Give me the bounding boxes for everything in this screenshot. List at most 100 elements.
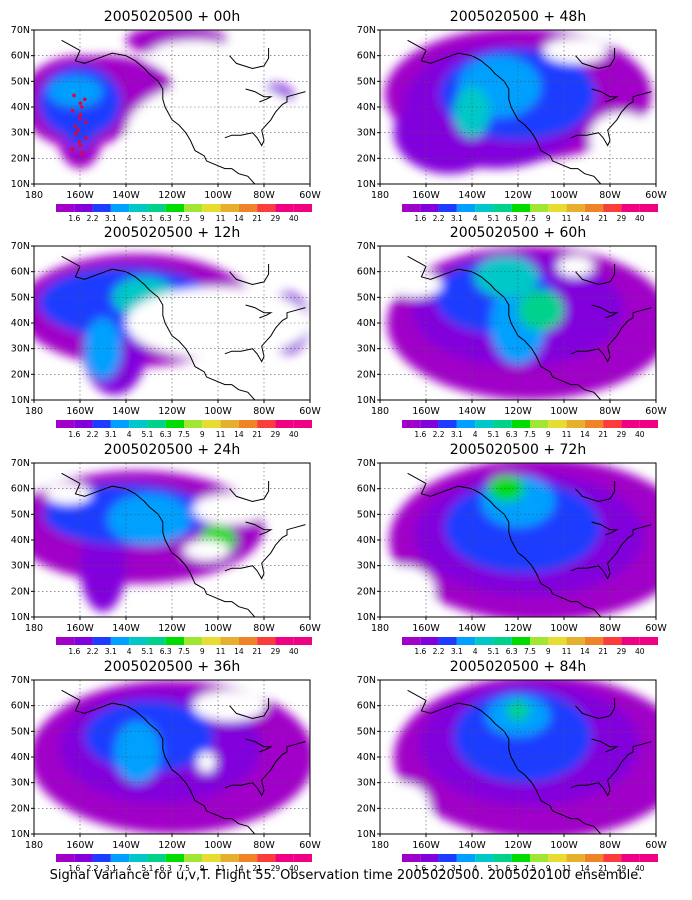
x-tick-label: 80W <box>599 190 621 201</box>
colorbar-label: 21 <box>252 864 262 873</box>
colorbar-label: 7.5 <box>178 430 190 439</box>
colorbar-label: 11 <box>216 214 226 223</box>
x-tick-label: 180 <box>371 840 389 851</box>
colorbar-swatch <box>74 637 93 645</box>
colorbar-swatch <box>165 204 184 212</box>
observation-point <box>80 151 85 155</box>
low-variance-area <box>197 751 216 773</box>
colorbar-label: 29 <box>617 214 627 223</box>
colorbar-label: 14 <box>234 864 244 873</box>
colorbar-swatch <box>56 204 75 212</box>
colorbar-label: 40 <box>635 647 645 656</box>
y-tick-label: 20N <box>357 586 376 597</box>
colorbar-label: 1.6 <box>68 864 80 873</box>
y-tick-label: 40N <box>357 102 376 113</box>
x-tick-label: 100W <box>550 840 578 851</box>
colorbar-swatch <box>420 637 439 645</box>
colorbar-swatch <box>129 420 148 428</box>
colorbar-label: 14 <box>234 430 244 439</box>
y-tick-label: 50N <box>357 292 376 303</box>
colorbar-swatch <box>92 420 111 428</box>
colorbar-swatch <box>584 637 604 645</box>
colorbar-swatch <box>238 854 258 862</box>
observation-point <box>83 120 88 125</box>
x-tick-label: 60W <box>299 840 321 851</box>
x-tick-label: 140W <box>458 623 486 634</box>
colorbar-swatch <box>584 204 604 212</box>
colorbar-swatch <box>438 854 457 862</box>
low-variance-area <box>45 483 92 505</box>
observation-point <box>77 116 82 121</box>
observation-point <box>78 112 83 117</box>
x-tick-label: 80W <box>599 840 621 851</box>
y-tick-label: 10N <box>11 395 30 406</box>
colorbar-swatch <box>275 420 294 428</box>
colorbar-label: 21 <box>598 430 608 439</box>
colorbar-swatch <box>220 204 239 212</box>
y-tick-label: 20N <box>357 153 376 164</box>
colorbar-swatch <box>456 420 476 428</box>
grid-lines <box>34 30 310 184</box>
x-tick-label: 80W <box>253 406 275 417</box>
observation-point <box>70 147 75 152</box>
colorbar-swatch <box>74 420 93 428</box>
colorbar-swatch <box>184 854 203 862</box>
colorbar-swatch <box>293 420 312 428</box>
map-panel: 2005020500 + 48h 180 160W 140W 120W 100W 80W 60… <box>357 9 668 223</box>
colorbar-swatch <box>420 854 439 862</box>
x-tick-label: 180 <box>25 840 43 851</box>
colorbar-swatch <box>566 204 585 212</box>
colorbar-label: 3.1 <box>105 214 117 223</box>
colorbar-swatch <box>402 854 421 862</box>
low-variance-area <box>183 540 230 561</box>
colorbar-swatch <box>566 854 585 862</box>
y-tick-label: 10N <box>357 612 376 623</box>
colorbar-swatch <box>475 854 494 862</box>
colorbar-swatch <box>530 204 549 212</box>
variance-blob <box>488 475 525 502</box>
colorbar-swatch <box>639 637 658 645</box>
colorbar-swatch <box>92 637 111 645</box>
panel-title: 2005020500 + 60h <box>450 225 586 241</box>
colorbar-swatch <box>220 854 239 862</box>
colorbar-swatch <box>438 204 457 212</box>
colorbar-label: 3.1 <box>451 647 463 656</box>
low-variance-area <box>543 37 608 64</box>
x-tick-label: 180 <box>25 190 43 201</box>
y-tick-label: 70N <box>11 25 30 36</box>
colorbar-label: 40 <box>635 864 645 873</box>
colorbar-swatch <box>475 637 494 645</box>
colorbar-label: 6.3 <box>160 647 172 656</box>
colorbar-swatch <box>110 204 130 212</box>
colorbar-swatch <box>511 204 530 212</box>
y-tick-label: 60N <box>11 484 30 495</box>
colorbar-swatch <box>257 420 276 428</box>
x-tick-label: 60W <box>645 190 667 201</box>
colorbar-label: 4 <box>127 214 132 223</box>
observation-point <box>78 143 82 148</box>
low-variance-area <box>192 493 267 525</box>
x-tick-label: 140W <box>112 623 140 634</box>
colorbar-label: 29 <box>271 214 281 223</box>
colorbar-swatch <box>110 637 130 645</box>
colorbar-label: 29 <box>617 864 627 873</box>
colorbar-label: 2.2 <box>87 864 99 873</box>
x-tick-label: 160W <box>412 190 440 201</box>
colorbar-label: 5.1 <box>487 430 499 439</box>
colorbar-swatch <box>621 854 640 862</box>
colorbar-swatch <box>420 204 439 212</box>
colorbar-label: 11 <box>562 647 572 656</box>
y-tick-label: 60N <box>11 51 30 62</box>
x-tick-label: 120W <box>158 406 186 417</box>
x-tick-label: 120W <box>504 406 532 417</box>
colorbar-swatch <box>293 854 312 862</box>
y-tick-label: 10N <box>11 179 30 190</box>
colorbar-label: 2.2 <box>87 430 99 439</box>
colorbar-label: 9 <box>200 864 205 873</box>
colorbar-swatch <box>147 420 166 428</box>
colorbar-label: 2.2 <box>433 647 445 656</box>
variance-blob <box>474 256 539 298</box>
colorbar-swatch <box>438 637 457 645</box>
y-tick-label: 20N <box>11 803 30 814</box>
colorbar-swatch <box>129 637 148 645</box>
